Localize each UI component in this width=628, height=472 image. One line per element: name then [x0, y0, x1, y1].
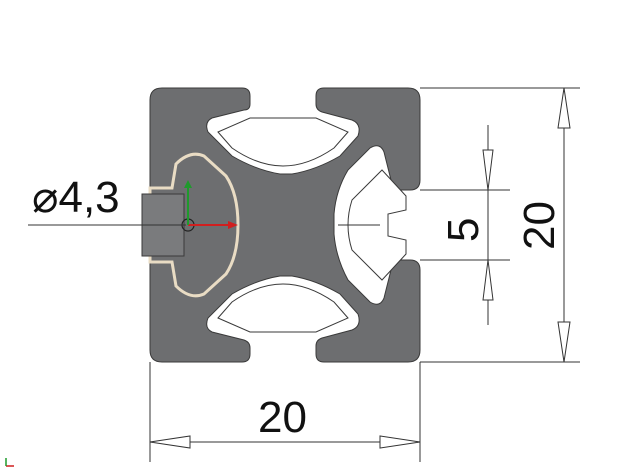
width-label: 20	[258, 393, 307, 442]
slot-dimension: 5	[338, 125, 510, 325]
axis-y-arrow	[184, 180, 192, 188]
hole-label: ⌀4,3	[32, 173, 120, 222]
width-dimension: 20	[149, 362, 421, 462]
height-arrow-top	[557, 87, 571, 129]
width-arrow-left	[149, 435, 191, 449]
height-arrow-bottom	[557, 321, 571, 363]
slot-arrow-top	[482, 149, 494, 191]
hole-dimension: ⌀4,3	[28, 173, 186, 226]
height-label: 20	[515, 201, 564, 250]
width-arrow-right	[379, 435, 421, 449]
profile-body	[149, 87, 421, 363]
height-dimension: 20	[420, 87, 580, 363]
top-slot-cutout	[217, 117, 349, 167]
axis-x-arrow	[228, 221, 238, 229]
bottom-slot-cutout	[217, 283, 349, 333]
corner-axis-indicator	[5, 458, 14, 467]
slot-arrow-bottom	[482, 259, 494, 301]
slot-label: 5	[439, 218, 488, 242]
